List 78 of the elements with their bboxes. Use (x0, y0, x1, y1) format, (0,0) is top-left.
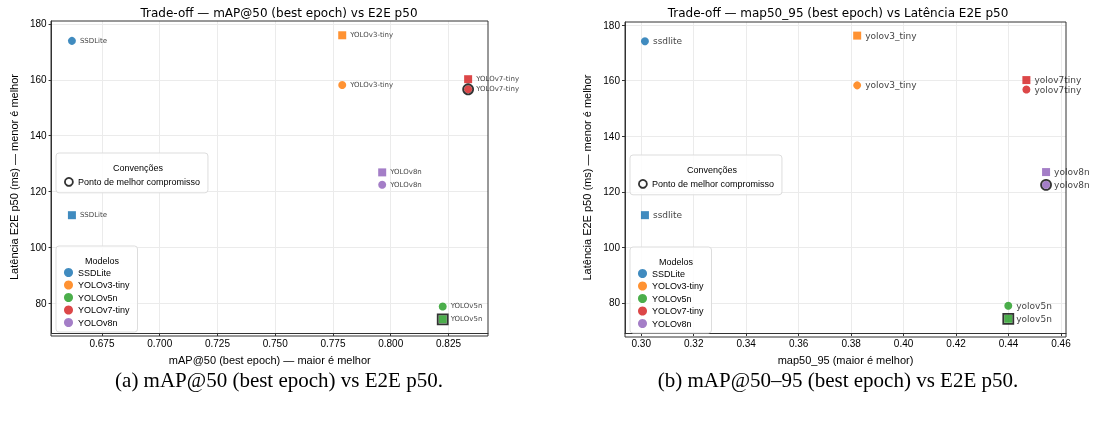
point (338, 81, 347, 90)
legend-label: YOLOv8n (78, 317, 118, 328)
y-tick-label: 100 (603, 241, 621, 253)
y-tick-label: 160 (603, 75, 621, 87)
legend-label: Ponto de melhor compromisso (651, 178, 774, 189)
annotation: Convenções (687, 164, 738, 175)
y-tick-label: 120 (603, 186, 621, 198)
data-label: yolov5n (1016, 313, 1052, 324)
x-tick-label: 0.44 (998, 337, 1019, 349)
x-tick-label: 0.675 (89, 337, 115, 349)
point (1004, 301, 1013, 310)
point (1022, 85, 1031, 94)
data-label: yolov8n (1054, 167, 1090, 178)
y-tick-label: 120 (29, 186, 48, 198)
chart-title: Trade-off — map50_95 (best epoch) vs Latência E2E p50 (666, 6, 1009, 20)
data-label: yolov5n (1016, 300, 1052, 311)
point (464, 75, 473, 84)
data-label: ssdlite (652, 36, 683, 47)
x-tick-label: 0.34 (736, 337, 757, 349)
x-tick-label: 0.725 (204, 337, 231, 349)
point (853, 81, 862, 90)
text: (a) mAP@50 (best epoch) vs E2E p50. (114, 368, 444, 393)
legend-label: YOLOv7-tiny (652, 306, 705, 316)
x-tick-label: 0.30 (631, 337, 652, 349)
data-label: yolov3_tiny (865, 30, 918, 41)
data-label: yolov7tiny (1034, 84, 1083, 95)
legend-label: YOLOv8n (652, 318, 692, 329)
chart-title: Trade-off — mAP@50 (best epoch) vs E2E p50 (139, 6, 418, 20)
point (378, 180, 387, 189)
point (67, 36, 76, 45)
y-tick-label: 100 (29, 242, 48, 254)
legend-label: SSDLite (652, 268, 686, 279)
y-tick-label: 140 (603, 130, 621, 142)
legend-label: YOLOv5n (78, 292, 118, 303)
point (378, 168, 387, 177)
y-tick-label: 80 (35, 298, 48, 310)
point (1042, 168, 1051, 177)
annotation: Convenções (113, 162, 164, 173)
x-axis-title: mAP@50 (best epoch) — maior é melhor (168, 353, 372, 366)
data-label: yolov8n (1054, 179, 1090, 190)
y-tick-label: 180 (603, 19, 621, 31)
x-tick-label: 0.32 (684, 337, 704, 349)
y-tick-label: 180 (29, 18, 48, 30)
x-tick-label: 0.750 (262, 337, 289, 349)
x-tick-label: 0.38 (841, 337, 862, 349)
x-axis-title: map50_95 (maior é melhor) (777, 353, 914, 366)
x-tick-label: 0.775 (320, 337, 346, 349)
data-label: yolov3_tiny (865, 80, 918, 91)
text: (b) mAP@50–95 (best epoch) vs E2E p50. (656, 368, 1020, 393)
y-axis-title: Latência E2E p50 (ms) — menor é melhor (7, 73, 20, 281)
point (338, 31, 347, 40)
y-tick-label: 160 (29, 74, 48, 86)
x-tick-label: 0.825 (435, 337, 462, 349)
x-tick-label: 0.800 (378, 337, 404, 349)
x-tick-label: 0.700 (147, 337, 173, 349)
x-tick-label: 0.40 (893, 337, 914, 349)
legend-label: YOLOv7-tiny (78, 305, 131, 315)
y-tick-label: 80 (608, 297, 621, 309)
point (67, 211, 76, 220)
legend-title: Modelos (659, 256, 694, 267)
point (640, 211, 649, 220)
legend-label: SSDLite (78, 267, 112, 278)
data-label: yolov7tiny (1034, 75, 1083, 86)
legend-label: Ponto de melhor compromisso (77, 176, 200, 187)
legend-label: YOLOv3-tiny (78, 280, 131, 290)
y-tick-label: 140 (29, 130, 48, 142)
y-axis-title: Latência E2E p50 (ms) — menor é melhor (580, 74, 593, 281)
data-label: ssdlite (652, 210, 683, 221)
point (438, 302, 447, 311)
x-tick-label: 0.42 (946, 337, 967, 349)
legend-label: YOLOv3-tiny (652, 281, 705, 291)
legend-title: Modelos (85, 255, 120, 266)
x-tick-label: 0.36 (788, 337, 809, 349)
point (640, 37, 649, 46)
point (1022, 76, 1031, 85)
legend-label: YOLOv5n (652, 293, 692, 304)
point (853, 31, 862, 40)
x-tick-label: 0.46 (1051, 337, 1072, 349)
